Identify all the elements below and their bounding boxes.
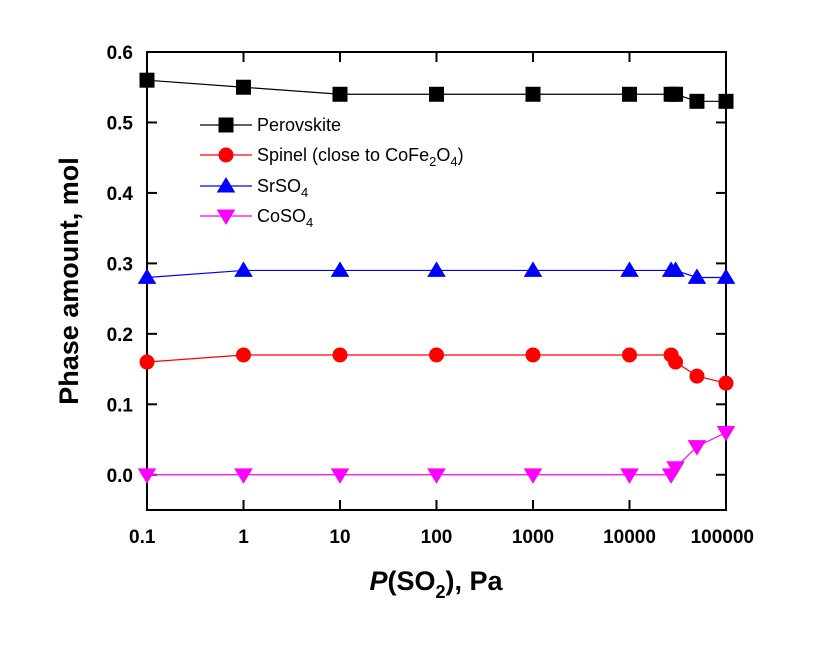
data-point: [620, 261, 639, 277]
y-tick-label: 0.5: [107, 113, 134, 134]
legend-marker: [218, 117, 234, 133]
data-point: [234, 261, 253, 277]
data-point: [689, 368, 705, 384]
data-point: [429, 347, 444, 363]
data-point: [525, 86, 541, 102]
data-point: [716, 268, 736, 284]
x-tick-label: 10000: [603, 527, 656, 548]
legend-item: SrSO4: [200, 176, 308, 200]
x-axis-title: P(SO2), Pa: [369, 566, 503, 602]
y-tick-label: 0.6: [107, 43, 133, 64]
data-point: [234, 468, 253, 484]
data-point: [666, 261, 685, 277]
x-tick-label: 10: [329, 527, 350, 548]
data-point: [666, 461, 685, 477]
data-point: [427, 468, 446, 484]
series-2: [137, 261, 736, 284]
data-point: [716, 426, 736, 442]
y-tick-label: 0.2: [107, 325, 133, 346]
legend-marker: [218, 147, 234, 163]
legend-item: Spinel (close to CoFe2O4): [200, 145, 464, 169]
series-0: [139, 72, 734, 109]
data-point: [668, 86, 684, 102]
legend-label: Spinel (close to CoFe2O4): [257, 145, 464, 169]
data-point: [687, 440, 707, 456]
data-point: [332, 347, 348, 363]
x-tick-label: 100000: [691, 527, 754, 548]
data-point: [236, 79, 251, 95]
data-point: [427, 261, 446, 277]
y-tick-label: 0.3: [107, 254, 133, 275]
data-point: [429, 86, 444, 102]
data-point: [137, 468, 157, 484]
series-line: [146, 354, 727, 384]
y-tick-label: 0.0: [107, 466, 133, 487]
series-line: [146, 269, 726, 279]
legend-item: CoSO4: [200, 206, 313, 230]
y-tick-label: 0.1: [107, 395, 134, 416]
data-point: [330, 468, 350, 484]
data-point: [525, 347, 541, 363]
data-point: [139, 72, 155, 88]
x-tick-label: 1: [238, 527, 249, 548]
legend-label: CoSO4: [257, 206, 313, 230]
series-line: [147, 431, 727, 476]
data-point: [622, 347, 637, 363]
data-point: [236, 347, 251, 363]
legend: Perovskite Spinel (close to CoFe2O4) SrSO4…: [200, 115, 464, 230]
series-line: [146, 79, 726, 102]
data-point: [668, 354, 684, 370]
series-layer: [137, 72, 736, 484]
y-axis-title: Phase amount, mol: [54, 157, 84, 405]
data-point: [332, 86, 348, 102]
data-point: [330, 261, 350, 277]
data-point: [620, 468, 639, 484]
legend-item: Perovskite: [200, 115, 341, 135]
data-point: [687, 268, 707, 284]
x-tick-label: 100: [421, 527, 453, 548]
x-tick-label: 0.1: [129, 527, 156, 548]
legend-marker: [216, 209, 236, 226]
legend-label: Perovskite: [257, 115, 341, 135]
legend-label: SrSO4: [257, 176, 308, 200]
x-tick-label: 1000: [512, 527, 554, 548]
data-point: [139, 354, 155, 370]
data-point: [689, 93, 705, 109]
plot-frame: [146, 51, 727, 511]
data-point: [137, 268, 157, 284]
series-3: [137, 426, 736, 484]
legend-marker: [216, 176, 236, 193]
axis-ticks: 0.0 0.1 0.2 0.3 0.4 0.5 0.6 0.1 1 10 100 1000 10000 1…: [107, 43, 754, 548]
data-point: [622, 86, 637, 102]
data-point: [523, 261, 543, 277]
data-point: [718, 375, 734, 391]
data-point: [523, 468, 543, 484]
data-point: [718, 93, 734, 109]
series-1: [139, 347, 734, 391]
y-tick-label: 0.4: [107, 184, 134, 205]
